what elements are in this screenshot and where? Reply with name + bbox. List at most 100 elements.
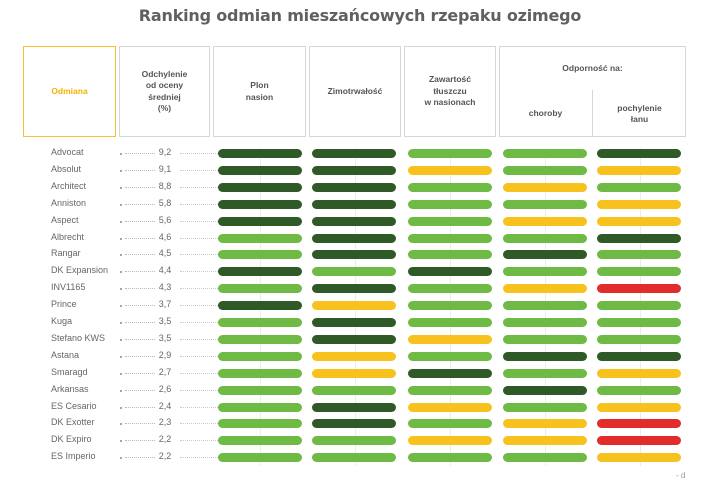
leader-dot (120, 322, 122, 324)
yield-rating-pill (218, 419, 302, 429)
disease-resistance-rating-pill (503, 250, 587, 260)
header-divider (592, 90, 593, 136)
leader-dot (120, 153, 122, 155)
variety-name: DK Expansion (51, 265, 109, 276)
disease-resistance-rating-pill (503, 419, 587, 429)
fat-content-rating-pill (408, 402, 492, 412)
leader-line (180, 254, 218, 256)
fat-content-rating-pill (408, 334, 492, 344)
winter-hardiness-rating-pill (312, 402, 396, 412)
leader-dot (120, 389, 122, 392)
fat-content-rating-pill (408, 436, 492, 446)
variety-name: Architect (51, 180, 87, 191)
fat-content-rating-pill (408, 419, 492, 429)
variety-name: Anniston (51, 197, 87, 208)
fat-content-rating-pill (408, 182, 492, 192)
disease-resistance-rating-pill (503, 453, 587, 463)
leader-line (125, 237, 155, 239)
leader-line (125, 305, 155, 307)
leader-line (180, 457, 218, 459)
lodging-resistance-rating-pill (597, 149, 681, 158)
lodging-resistance-rating-pill (597, 216, 681, 226)
winter-hardiness-rating-pill (312, 199, 396, 209)
leader-line (125, 338, 155, 340)
winter-hardiness-rating-pill (312, 301, 396, 311)
variety-name: ES Imperio (51, 451, 96, 462)
fat-content-rating-pill (408, 267, 492, 277)
fat-content-rating-pill (408, 233, 492, 243)
table-row: Rangar 4,5 (0, 246, 720, 263)
lodging-resistance-rating-pill (597, 233, 681, 243)
deviation-value: 5,6 (158, 214, 172, 225)
winter-hardiness-rating-pill (312, 216, 396, 226)
yield-rating-pill (218, 301, 302, 311)
fat-content-rating-pill (408, 216, 492, 226)
yield-rating-pill (218, 216, 302, 226)
leader-line (125, 153, 155, 154)
leader-dot (120, 220, 122, 223)
table-row: ES Cesario 2,4 (0, 399, 720, 416)
winter-hardiness-rating-pill (312, 149, 396, 158)
leader-dot (120, 338, 122, 341)
variety-name: ES Cesario (51, 400, 97, 411)
leader-line (180, 186, 218, 188)
leader-line (125, 271, 155, 273)
winter-hardiness-rating-pill (312, 436, 396, 446)
winter-hardiness-rating-pill (312, 318, 396, 327)
deviation-value: 3,5 (158, 332, 172, 343)
leader-dot (120, 355, 122, 358)
yield-rating-pill (218, 368, 302, 378)
disease-resistance-rating-pill (503, 182, 587, 192)
header-winter-hardiness: Zimotrwałość (309, 46, 401, 137)
leader-dot (120, 254, 122, 257)
table-row: Aspect 5,6 (0, 213, 720, 230)
winter-hardiness-rating-pill (312, 182, 396, 192)
leader-line (180, 288, 218, 290)
disease-resistance-rating-pill (503, 402, 587, 412)
table-row: Smaragd 2,7 (0, 365, 720, 382)
header-lodging: pochylenie łanu (617, 102, 662, 124)
fat-content-rating-pill (408, 301, 492, 311)
variety-name: Aspect (51, 214, 79, 225)
winter-hardiness-rating-pill (312, 368, 396, 378)
disease-resistance-rating-pill (503, 199, 587, 209)
disease-resistance-rating-pill (503, 233, 587, 243)
variety-name: Advocat (51, 147, 84, 157)
deviation-value: 9,1 (158, 163, 172, 174)
yield-rating-pill (218, 351, 302, 361)
deviation-value: 2,4 (158, 400, 172, 411)
deviation-value: 2,7 (158, 366, 172, 377)
leader-line (180, 237, 218, 239)
disease-resistance-rating-pill (503, 216, 587, 226)
leader-line (180, 440, 218, 442)
winter-hardiness-rating-pill (312, 165, 396, 175)
winter-hardiness-rating-pill (312, 284, 396, 294)
variety-name: DK Expiro (51, 434, 92, 445)
variety-name: Arkansas (51, 383, 89, 394)
leader-dot (120, 372, 122, 375)
fat-content-rating-pill (408, 453, 492, 463)
deviation-value: 4,6 (158, 231, 172, 242)
deviation-value: 4,3 (158, 282, 172, 293)
table-row: DK Exotter 2,3 (0, 415, 720, 432)
variety-name: INV1165 (51, 282, 86, 293)
fat-content-rating-pill (408, 385, 492, 395)
table-row: Anniston 5,8 (0, 196, 720, 213)
leader-line (180, 338, 218, 340)
variety-name: Absolut (51, 163, 82, 174)
deviation-value: 5,8 (158, 197, 172, 208)
variety-name: Prince (51, 299, 77, 310)
winter-hardiness-rating-pill (312, 351, 396, 361)
header-fat-content: Zawartość tłuszczu w nasionach (404, 46, 496, 137)
leader-line (125, 220, 155, 222)
leader-dot (120, 169, 122, 172)
lodging-resistance-rating-pill (597, 402, 681, 412)
deviation-value: 2,2 (158, 451, 172, 462)
variety-name: Stefano KWS (51, 332, 106, 343)
yield-rating-pill (218, 233, 302, 243)
leader-dot (120, 271, 122, 274)
winter-hardiness-rating-pill (312, 334, 396, 344)
leader-line (125, 440, 155, 442)
fat-content-rating-pill (408, 368, 492, 378)
deviation-value: 9,2 (158, 147, 172, 157)
